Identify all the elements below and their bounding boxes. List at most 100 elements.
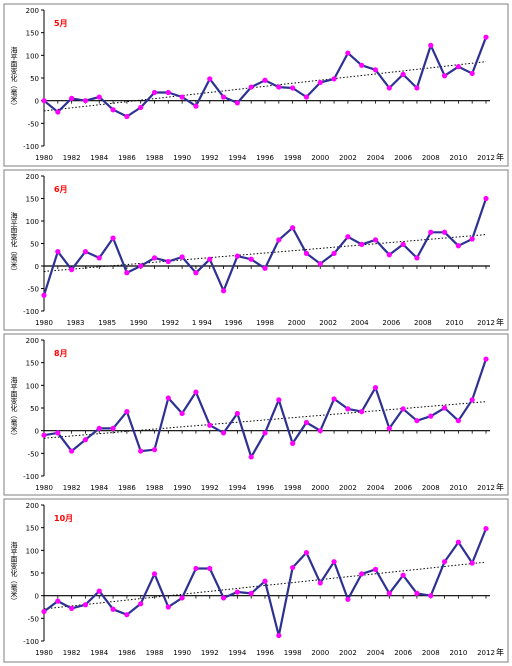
data-point bbox=[331, 250, 337, 256]
x-tick-label: 2000 bbox=[288, 319, 306, 327]
data-point bbox=[455, 418, 461, 424]
data-point bbox=[303, 419, 310, 426]
x-tick-label: 1982 bbox=[63, 649, 81, 657]
data-point bbox=[290, 440, 296, 446]
data-point bbox=[414, 85, 420, 91]
data-point bbox=[469, 236, 475, 242]
y-tick-label: -100 bbox=[23, 473, 39, 481]
y-axis-label: 海平面变化（毫米） bbox=[10, 211, 18, 275]
y-tick-label: 100 bbox=[26, 382, 39, 390]
data-point bbox=[276, 84, 282, 90]
x-tick-label: 1980 bbox=[35, 154, 53, 162]
data-point bbox=[262, 430, 268, 436]
x-tick-label: 1988 bbox=[146, 649, 164, 657]
x-tick-label: 1980 bbox=[35, 649, 53, 657]
data-point bbox=[41, 432, 47, 438]
data-point bbox=[220, 288, 227, 294]
y-tick-label: 100 bbox=[26, 547, 39, 555]
data-point bbox=[276, 237, 282, 243]
data-point bbox=[151, 447, 158, 453]
y-tick-label: 150 bbox=[26, 525, 39, 533]
data-point bbox=[317, 428, 323, 434]
data-point bbox=[55, 430, 61, 436]
data-point bbox=[455, 243, 461, 249]
y-tick-label: 50 bbox=[30, 241, 39, 249]
x-tick-label: 1984 bbox=[90, 649, 108, 657]
data-point bbox=[179, 254, 185, 260]
data-point bbox=[179, 94, 185, 100]
data-point bbox=[234, 253, 240, 259]
data-point bbox=[441, 405, 448, 411]
data-point bbox=[220, 595, 227, 601]
data-point bbox=[41, 292, 47, 298]
x-tick-label: 1988 bbox=[146, 154, 164, 162]
data-point bbox=[414, 418, 420, 424]
data-point bbox=[290, 564, 296, 571]
data-point bbox=[483, 525, 489, 532]
data-point bbox=[386, 590, 392, 597]
data-point bbox=[317, 261, 323, 267]
data-point bbox=[331, 396, 337, 402]
data-point bbox=[82, 98, 89, 104]
data-point bbox=[372, 566, 379, 572]
y-axis-label: 海平面变化（毫米） bbox=[10, 376, 18, 440]
y-tick-label: -100 bbox=[23, 308, 39, 316]
x-tick-label: 1984 bbox=[90, 154, 108, 162]
data-point bbox=[179, 595, 185, 601]
x-tick-label: 2000 bbox=[311, 484, 329, 492]
data-point bbox=[69, 605, 75, 611]
data-point bbox=[400, 71, 406, 77]
x-tick-label: 2012 bbox=[477, 319, 495, 327]
x-tick-label: 1986 bbox=[118, 484, 136, 492]
x-tick-label: 2004 bbox=[367, 649, 385, 657]
data-point bbox=[276, 397, 282, 403]
data-point bbox=[359, 409, 365, 415]
data-point bbox=[400, 241, 406, 247]
data-point bbox=[331, 76, 337, 82]
data-point bbox=[165, 604, 171, 610]
data-point bbox=[193, 103, 199, 109]
data-point bbox=[386, 85, 392, 91]
data-point bbox=[441, 229, 448, 235]
data-point bbox=[290, 85, 296, 91]
data-point bbox=[151, 571, 158, 577]
data-point bbox=[414, 255, 420, 261]
x-tick-label: 1998 bbox=[256, 319, 274, 327]
y-tick-label: 50 bbox=[30, 405, 39, 413]
x-tick-label: 2010 bbox=[449, 649, 467, 657]
x-axis-label: 年 bbox=[496, 152, 504, 162]
x-axis-label: 年 bbox=[496, 647, 504, 657]
data-point bbox=[110, 235, 116, 241]
x-tick-label: 1992 bbox=[201, 154, 219, 162]
y-tick-label: 50 bbox=[30, 75, 39, 83]
x-tick-label: 1994 bbox=[228, 649, 246, 657]
data-point bbox=[372, 385, 379, 391]
data-point bbox=[82, 437, 89, 443]
y-tick-label: 100 bbox=[26, 52, 39, 60]
x-tick-label: 2002 bbox=[339, 484, 357, 492]
x-axis-label: 年 bbox=[496, 317, 504, 327]
data-point bbox=[96, 425, 102, 431]
x-tick-label: 1980 bbox=[35, 484, 53, 492]
data-point bbox=[82, 249, 89, 255]
x-tick-label: 2004 bbox=[367, 154, 385, 162]
x-tick-label: 2006 bbox=[394, 154, 412, 162]
x-tick-label: 2008 bbox=[422, 484, 440, 492]
data-point bbox=[96, 588, 102, 594]
data-point bbox=[96, 255, 102, 261]
data-point bbox=[55, 598, 61, 604]
data-point bbox=[317, 580, 323, 586]
data-point bbox=[359, 241, 365, 247]
y-tick-label: 150 bbox=[26, 30, 39, 38]
chart-frame bbox=[3, 169, 509, 331]
x-tick-label: 2006 bbox=[394, 484, 412, 492]
x-tick-label: 1982 bbox=[63, 154, 81, 162]
y-tick-label: 200 bbox=[26, 502, 39, 510]
chart-title: 6月 bbox=[54, 185, 68, 194]
data-point bbox=[483, 195, 489, 202]
data-point bbox=[138, 263, 144, 269]
x-tick-label: 1988 bbox=[146, 484, 164, 492]
y-tick-label: 0 bbox=[35, 428, 39, 436]
x-tick-label: 2002 bbox=[319, 319, 337, 327]
